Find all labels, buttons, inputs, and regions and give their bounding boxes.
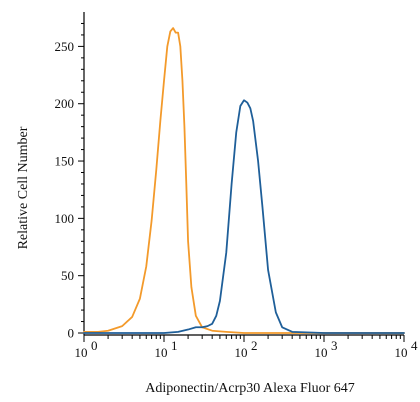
- x-tick-label-base: 10: [235, 345, 248, 360]
- y-tick-label: 100: [55, 211, 75, 226]
- x-tick-label: 10 1: [155, 338, 178, 360]
- series-layer: [83, 27, 405, 334]
- x-tick-label: 10 2: [235, 338, 258, 360]
- y-tick-label: 0: [68, 326, 75, 341]
- x-tick-label: 10 0: [75, 338, 98, 360]
- series-line-1: [83, 27, 405, 334]
- y-tick-label: 200: [55, 96, 75, 111]
- y-tick-label: 150: [55, 154, 75, 169]
- x-tick-label-base: 10: [395, 345, 408, 360]
- x-tick-label-base: 10: [155, 345, 168, 360]
- x-tick-label-exponent: 4: [411, 338, 418, 353]
- x-tick-label: 10 3: [315, 338, 338, 360]
- x-tick-label-base: 10: [75, 345, 88, 360]
- x-tick-label-base: 10: [315, 345, 328, 360]
- x-tick-label-exponent: 0: [91, 338, 98, 353]
- y-axis-title: Relative Cell Number: [16, 126, 31, 249]
- x-tick-label-exponent: 3: [331, 338, 338, 353]
- y-tick-label: 250: [55, 39, 75, 54]
- x-axis-title: Adiponectin/Acrp30 Alexa Fluor 647: [145, 381, 355, 396]
- x-tick-label: 10 4: [395, 338, 419, 360]
- x-tick-label-exponent: 2: [251, 338, 258, 353]
- y-tick-label: 50: [61, 268, 74, 283]
- series-line-2: [83, 99, 405, 334]
- x-tick-label-exponent: 1: [171, 338, 178, 353]
